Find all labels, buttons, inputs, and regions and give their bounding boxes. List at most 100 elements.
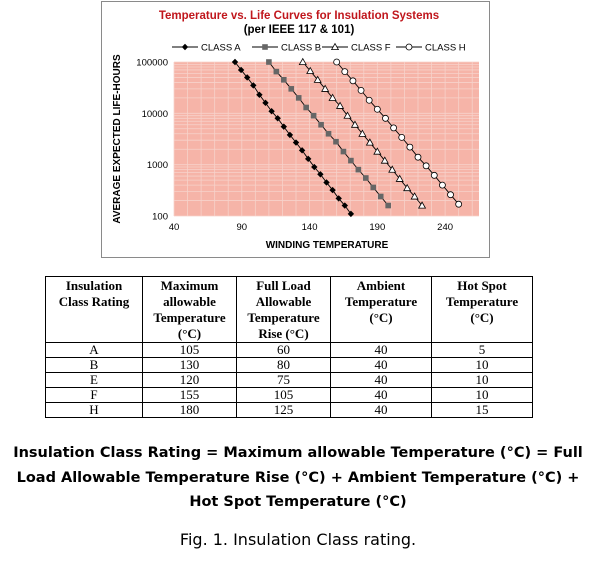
data-point [438, 181, 446, 189]
header-insulation-class: Insulation Class Rating [45, 276, 143, 343]
table-cell: 10 [431, 357, 533, 373]
data-point [274, 115, 281, 122]
series-class-b [266, 59, 391, 209]
series-layer [231, 57, 463, 218]
table-cell: 155 [142, 387, 237, 403]
data-point [403, 183, 412, 192]
table-cell: 15 [431, 402, 533, 418]
data-point [417, 201, 427, 209]
data-point [298, 147, 306, 154]
legend-marker [405, 43, 413, 51]
data-point [298, 57, 307, 65]
data-point [335, 101, 345, 109]
data-point [313, 75, 322, 83]
data-point [390, 124, 398, 132]
legend-item: CLASS B [252, 43, 321, 54]
table-cell: 105 [236, 387, 331, 403]
table-header-row: Insulation Class Rating Maximum allowabl… [45, 276, 533, 343]
data-point [398, 133, 406, 141]
table-cell: 130 [142, 357, 237, 373]
data-point [311, 163, 318, 171]
data-point [318, 121, 324, 128]
x-tick-label: 190 [369, 222, 385, 233]
data-point [348, 157, 354, 164]
data-point [266, 59, 272, 65]
data-point [292, 139, 300, 146]
x-tick-label: 140 [302, 222, 318, 233]
table-cell: 5 [431, 342, 533, 358]
legend-item: CLASS A [172, 43, 241, 54]
data-point [388, 165, 397, 173]
data-point [237, 66, 245, 74]
table-cell: F [45, 387, 143, 403]
y-tick-label: 100000 [136, 58, 168, 69]
figure-caption: Fig. 1. Insulation Class rating. [179, 530, 417, 549]
legend-item: CLASS F [322, 43, 391, 54]
table-cell: 180 [142, 402, 237, 418]
data-point [341, 68, 349, 76]
table-row: B 130 80 40 10 [45, 357, 533, 373]
series-class-h [333, 58, 463, 208]
table-cell: 120 [142, 372, 237, 388]
table-cell: 10 [431, 372, 533, 388]
series-line [336, 61, 460, 205]
life-curve-chart: Temperature vs. Life Curves for Insulati… [112, 10, 479, 251]
chart-subtitle: (per IEEE 117 & 101) [244, 24, 355, 36]
data-point [355, 166, 362, 173]
data-point [333, 138, 339, 145]
data-point [335, 195, 342, 202]
x-tick-label: 90 [236, 222, 247, 233]
data-point [370, 184, 377, 191]
table-cell: E [45, 372, 143, 388]
table-row: A 105 60 40 5 [45, 342, 533, 358]
data-point [414, 153, 422, 161]
chart-legend: CLASS A CLASS B CLASS F CLASS H [172, 43, 466, 54]
chart-title: Temperature vs. Life Curves for Insulati… [159, 10, 439, 22]
x-tick-label: 240 [437, 222, 453, 233]
data-point [321, 84, 330, 92]
header-temperature-rise: Full Load Allowable Temperature Rise (°C… [236, 276, 331, 343]
series-class-a [231, 58, 355, 218]
data-point [317, 171, 324, 178]
data-point [395, 174, 404, 182]
data-point [357, 86, 365, 94]
table-cell: 60 [236, 342, 331, 358]
data-point [363, 175, 369, 181]
table-row: F 155 105 40 10 [45, 387, 533, 403]
header-ambient-temperature: Ambient Temperature (°C) [330, 276, 432, 343]
data-point [333, 58, 341, 66]
legend-item: CLASS H [396, 43, 466, 54]
data-point [422, 162, 430, 170]
axis-ticks: 40 90 140 190 240 100 1000 10000 100000 [136, 58, 453, 234]
data-point [305, 155, 312, 163]
legend-label: CLASS H [425, 43, 466, 54]
data-point [295, 95, 302, 101]
legend-marker [262, 44, 268, 50]
table-cell: H [45, 402, 143, 418]
series-class-f [298, 57, 427, 209]
data-point [380, 156, 389, 164]
x-tick-label: 40 [169, 222, 180, 233]
data-point [286, 131, 294, 139]
table-row: H 180 125 40 15 [45, 402, 533, 418]
data-point [382, 114, 389, 122]
data-point [268, 108, 275, 115]
data-point [430, 171, 438, 179]
table-cell: 40 [330, 357, 432, 373]
y-tick-label: 100 [152, 212, 168, 223]
data-point [262, 99, 269, 107]
table-cell: 40 [330, 402, 432, 418]
table-cell: 75 [236, 372, 331, 388]
data-point [406, 143, 414, 151]
data-point [365, 96, 373, 104]
data-point [447, 191, 454, 199]
data-point [323, 179, 330, 186]
table-cell: 105 [142, 342, 237, 358]
data-point [273, 68, 280, 75]
y-tick-label: 1000 [147, 160, 168, 171]
data-point [310, 112, 317, 119]
data-point [306, 66, 315, 74]
chart-panel: Temperature vs. Life Curves for Insulati… [101, 1, 490, 258]
table-cell: A [45, 342, 143, 358]
header-max-temperature: Maximum allowable Temperature (°C) [142, 276, 237, 343]
